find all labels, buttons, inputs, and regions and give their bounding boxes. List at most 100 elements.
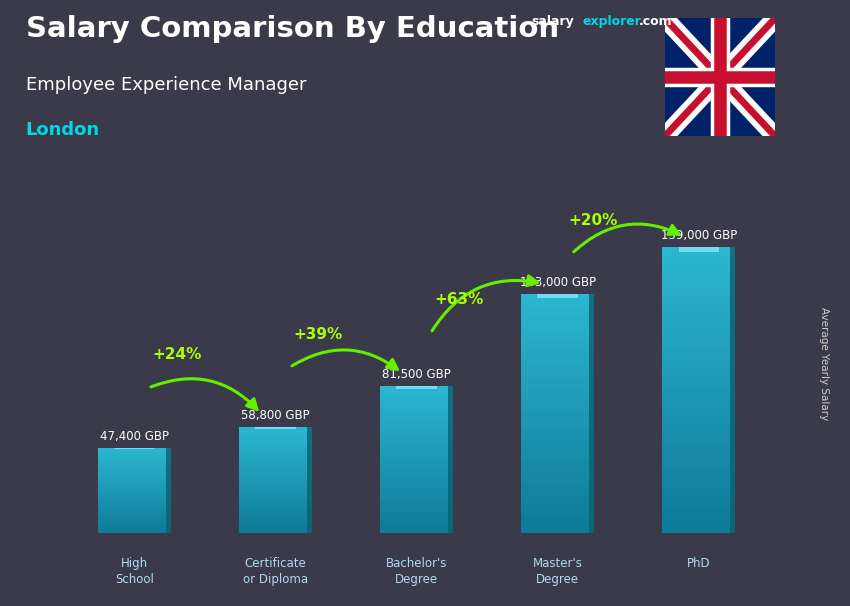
Bar <box>239 443 312 445</box>
Bar <box>255 427 296 429</box>
Bar <box>521 433 594 438</box>
Bar <box>380 387 453 389</box>
Bar <box>662 447 735 452</box>
Bar <box>662 318 735 323</box>
Bar <box>239 503 312 505</box>
Bar <box>98 489 171 491</box>
Text: explorer: explorer <box>582 15 641 28</box>
Bar <box>662 381 735 385</box>
Text: +24%: +24% <box>152 347 201 362</box>
Bar <box>380 435 453 438</box>
Bar <box>98 482 171 484</box>
Bar <box>98 464 171 465</box>
Bar <box>380 484 453 487</box>
Bar <box>662 290 735 295</box>
Bar <box>662 519 735 524</box>
Bar <box>239 505 312 507</box>
Bar <box>380 509 453 511</box>
Bar <box>380 430 453 433</box>
Bar <box>98 484 171 485</box>
Bar <box>380 448 453 450</box>
Bar <box>239 471 312 473</box>
Bar <box>396 387 437 389</box>
Bar <box>239 514 312 516</box>
Bar <box>98 518 171 519</box>
Bar <box>662 323 735 328</box>
Bar <box>239 498 312 500</box>
Bar <box>239 470 312 471</box>
Bar <box>380 389 453 391</box>
Bar <box>380 458 453 460</box>
Bar <box>380 450 453 453</box>
Bar <box>662 295 735 299</box>
Bar <box>521 385 594 390</box>
Bar <box>239 464 312 466</box>
Bar <box>662 390 735 395</box>
Bar <box>380 445 453 448</box>
Bar <box>239 447 312 448</box>
Bar <box>521 305 594 310</box>
Bar <box>98 475 171 476</box>
Bar <box>662 457 735 462</box>
Bar <box>589 294 594 533</box>
Bar <box>239 433 312 435</box>
Bar <box>521 362 594 365</box>
Bar <box>521 525 594 529</box>
Bar <box>98 519 171 521</box>
Bar <box>380 401 453 404</box>
Text: Master's
Degree: Master's Degree <box>533 556 582 585</box>
Bar <box>380 474 453 477</box>
Bar <box>521 378 594 382</box>
Bar <box>239 493 312 494</box>
Bar <box>380 441 453 443</box>
Bar <box>98 465 171 467</box>
Bar <box>380 514 453 516</box>
Bar <box>98 452 171 453</box>
Bar <box>239 500 312 502</box>
Bar <box>662 361 735 366</box>
Bar <box>380 423 453 425</box>
Bar <box>521 373 594 378</box>
Bar <box>521 390 594 393</box>
Bar <box>239 481 312 482</box>
Bar <box>98 498 171 499</box>
Text: High
School: High School <box>115 556 154 585</box>
Bar <box>98 516 171 518</box>
Bar <box>380 494 453 496</box>
Bar <box>380 470 453 472</box>
Bar <box>98 485 171 486</box>
Bar <box>662 247 735 251</box>
Bar <box>98 493 171 495</box>
Bar <box>239 524 312 526</box>
Bar <box>662 419 735 424</box>
Bar <box>166 448 171 533</box>
Bar <box>98 526 171 528</box>
Bar <box>521 490 594 493</box>
Bar <box>239 461 312 462</box>
Bar <box>448 387 453 533</box>
Bar <box>380 528 453 531</box>
Bar <box>521 342 594 345</box>
Bar <box>380 396 453 399</box>
Bar <box>662 514 735 519</box>
Bar <box>662 495 735 500</box>
Bar <box>662 261 735 266</box>
Bar <box>98 495 171 496</box>
Bar <box>239 494 312 496</box>
Bar <box>662 276 735 280</box>
Bar <box>380 411 453 413</box>
Bar <box>239 530 312 531</box>
Bar <box>239 450 312 452</box>
Bar <box>239 528 312 530</box>
Bar <box>662 356 735 361</box>
Bar <box>521 402 594 405</box>
Bar <box>521 493 594 498</box>
Text: 58,800 GBP: 58,800 GBP <box>241 409 309 422</box>
Bar <box>239 448 312 450</box>
Bar <box>521 345 594 350</box>
Bar <box>239 436 312 438</box>
Bar <box>239 441 312 443</box>
Bar <box>239 458 312 459</box>
Bar <box>239 496 312 498</box>
Bar <box>521 353 594 358</box>
